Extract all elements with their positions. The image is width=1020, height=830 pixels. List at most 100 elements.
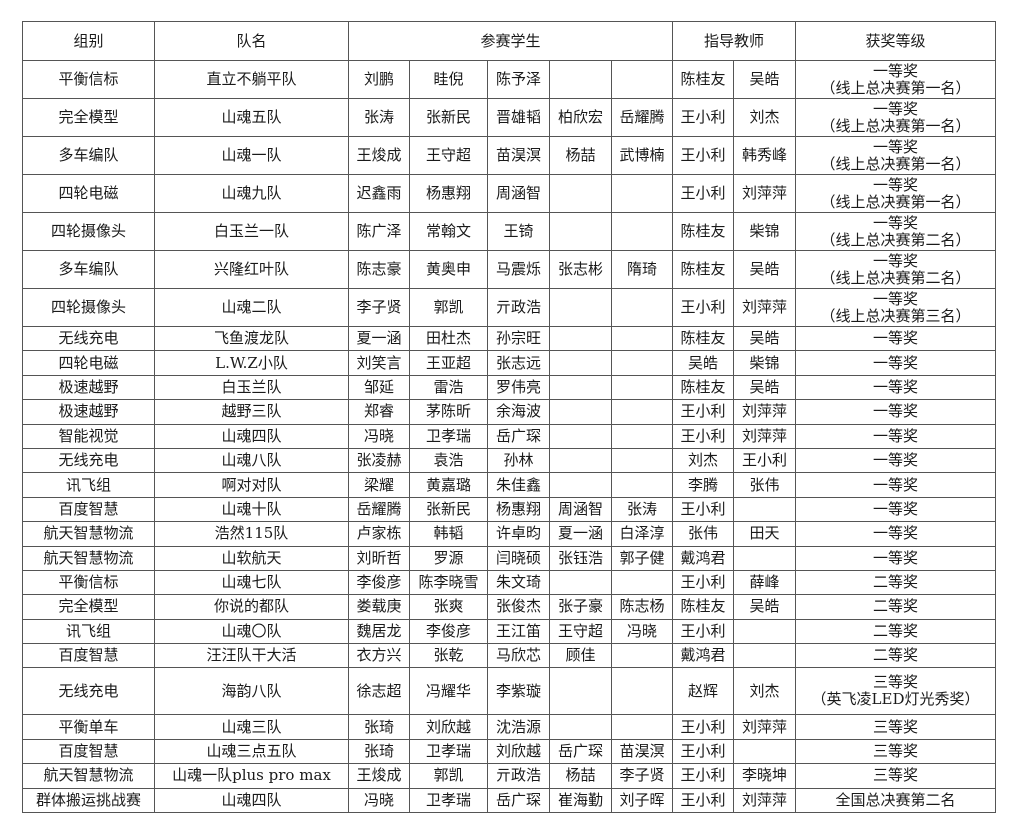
team-cell: 山魂三点五队 [154,738,349,765]
group-cell: 航天智慧物流 [22,521,155,547]
award-line: 一等奖 [873,353,919,372]
student-cell: 张志彬 [549,250,612,289]
table-row: 平衡单车 山魂三队 张琦 刘欣越 沈浩源 王小利 刘萍萍 三等奖 [22,714,997,740]
table-row: 多车编队 兴隆红叶队 陈志豪 黄奥申 马震烁 张志彬 隋琦 陈桂友 吴皓 一等奖 （线上总决赛第二名… [22,250,997,289]
student-cell: 韩韬 [409,521,488,547]
student-cell: 刘子晖 [611,787,673,814]
team-cell: 山魂九队 [154,174,349,213]
teacher-cell: 吴皓 [672,350,734,376]
student-cell: 王亚超 [409,350,488,376]
student-cell: 张俊杰 [487,594,550,620]
student-cell: 袁浩 [409,447,488,474]
award-line: （线上总决赛第一名） [820,116,971,135]
group-cell: 无线充电 [22,667,155,716]
teacher-cell: 王小利 [672,763,734,789]
team-cell: 兴隆红叶队 [154,250,349,289]
teacher-cell: 陈桂友 [672,212,734,251]
student-cell [549,212,612,251]
award-line: 一等奖 [873,377,919,396]
award-line: 一等奖 [873,499,919,518]
student-cell [549,60,612,99]
award-cell: 三等奖 [795,763,997,789]
team-cell: 海韵八队 [154,667,349,716]
student-cell: 冯晓 [348,787,410,814]
student-cell: 张琦 [348,714,410,740]
award-cell: 一等奖 （线上总决赛第一名） [795,98,997,137]
table-row: 讯飞组 山魂〇队 魏居龙 李俊彦 王江笛 王守超 冯晓 王小利 二等奖 [22,618,997,645]
student-cell: 晋雄韬 [487,98,550,137]
student-cell [611,714,673,740]
student-cell: 张琦 [348,738,410,765]
student-cell [549,174,612,213]
award-line: 二等奖 [873,621,919,640]
table-row: 航天智慧物流 浩然115队 卢家栋 韩韬 许卓昀 夏一涵 白泽淳 张伟 田天 一等奖 [22,521,997,547]
teacher-cell: 王小利 [672,787,734,814]
student-cell: 夏一涵 [549,521,612,547]
table-row: 无线充电 海韵八队 徐志超 冯耀华 李紫璇 赵辉 刘杰 三等奖 （英飞凌LED灯光秀奖） [22,667,997,716]
award-line: 三等奖 [873,766,919,785]
group-cell: 平衡信标 [22,569,155,596]
student-cell: 卫孝瑞 [409,787,488,814]
teacher-cell: 刘萍萍 [732,714,797,740]
teacher-cell: 吴皓 [732,374,797,401]
team-cell: L.W.Z小队 [154,350,349,376]
award-cell: 二等奖 [795,594,997,620]
award-line: 二等奖 [873,597,919,616]
student-cell [611,350,673,376]
team-cell: 山魂十队 [154,496,349,523]
student-cell: 陈予泽 [487,60,550,99]
student-cell [549,288,612,327]
student-cell: 田杜杰 [409,325,488,352]
student-cell: 黄嘉璐 [409,472,488,498]
student-cell: 卢家栋 [348,521,410,547]
student-cell: 李子贤 [348,288,410,327]
student-cell [611,174,673,213]
award-line: 一等奖 [873,61,919,80]
student-cell: 郭凯 [409,288,488,327]
student-cell: 罗源 [409,545,488,571]
student-cell: 张钰浩 [549,545,612,571]
student-cell: 杨喆 [549,763,612,789]
award-line: 一等奖 [873,451,919,470]
teacher-cell: 柴锦 [732,350,797,376]
teacher-cell: 刘萍萍 [732,423,797,449]
student-cell: 王焌成 [348,763,410,789]
award-line: （英飞凌LED灯光秀奖） [811,690,980,709]
student-cell: 陈李晓雪 [409,569,488,596]
teacher-cell: 王小利 [672,714,734,740]
awards-table: 组别 队名 参赛学生 指导教师 获奖等级 平衡信标 直立不躺平队 刘鹏 眭倪 陈予泽 陈桂… [22,21,997,814]
student-cell [611,667,673,716]
award-line: 一等奖 [873,175,919,194]
student-cell: 迟鑫雨 [348,174,410,213]
student-cell: 王守超 [549,618,612,645]
student-cell [611,447,673,474]
header-students: 参赛学生 [348,21,673,61]
teacher-cell: 张伟 [672,521,734,547]
award-cell: 一等奖 [795,521,997,547]
student-cell [549,667,612,716]
teacher-cell: 薛峰 [732,569,797,596]
table-row: 讯飞组 啊对对队 梁耀 黄嘉璐 朱佳鑫 李腾 张伟 一等奖 [22,472,997,498]
award-line: （线上总决赛第一名） [820,78,971,97]
award-line: （线上总决赛第二名） [820,268,971,287]
student-cell: 武博楠 [611,136,673,175]
team-cell: 山魂三队 [154,714,349,740]
teacher-cell: 王小利 [672,496,734,523]
student-cell [549,325,612,352]
teacher-cell: 刘萍萍 [732,399,797,425]
student-cell: 李俊彦 [348,569,410,596]
award-line: 二等奖 [873,646,919,665]
student-cell: 王守超 [409,136,488,175]
student-cell: 茅陈昕 [409,399,488,425]
student-cell: 娄载庚 [348,594,410,620]
team-cell: 飞鱼渡龙队 [154,325,349,352]
teacher-cell: 吴皓 [732,594,797,620]
table-row: 百度智慧 山魂三点五队 张琦 卫孝瑞 刘欣越 岳广琛 苗淏溟 王小利 三等奖 [22,738,997,765]
student-cell: 张爽 [409,594,488,620]
award-cell: 一等奖 [795,496,997,523]
teacher-cell: 王小利 [672,98,734,137]
team-cell: 山软航天 [154,545,349,571]
teacher-cell: 王小利 [672,738,734,765]
student-cell: 崔海勤 [549,787,612,814]
team-cell: 山魂二队 [154,288,349,327]
